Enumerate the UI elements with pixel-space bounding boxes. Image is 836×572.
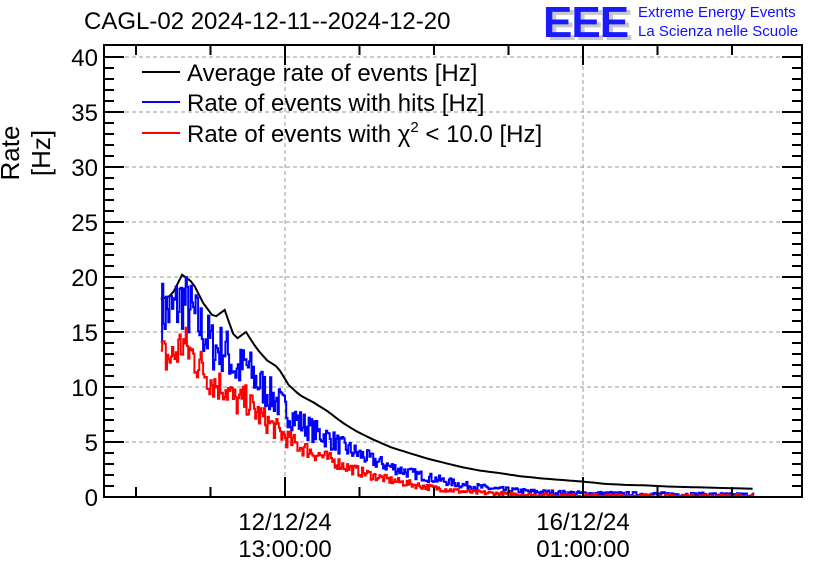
legend-label: Rate of events with χ2 < 10.0 [Hz] bbox=[187, 119, 542, 148]
eee-logo-mark: EEE bbox=[543, 0, 629, 47]
y-tick-label: 25 bbox=[71, 210, 98, 237]
series-line-hits bbox=[160, 276, 755, 498]
legend: Average rate of events [Hz] Rate of event… bbox=[142, 60, 542, 148]
grid-lines bbox=[104, 45, 802, 497]
y-tick-label: 20 bbox=[71, 265, 98, 292]
y-tick-label: 15 bbox=[71, 320, 98, 347]
plot-border bbox=[103, 44, 803, 498]
x-tick-label-time: 13:00:00 bbox=[238, 536, 331, 563]
eee-logo: EEE Extreme Energy Events La Scienza nel… bbox=[543, 0, 833, 47]
series-line-average bbox=[160, 273, 753, 490]
y-tick-label: 30 bbox=[71, 155, 98, 182]
y-tick-labels: 0 5 10 15 20 25 30 35 40 bbox=[71, 45, 98, 512]
x-tick-label-date: 12/12/24 bbox=[238, 509, 331, 536]
x-tick-label-date: 16/12/24 bbox=[536, 509, 629, 536]
y-tick-label: 5 bbox=[85, 430, 98, 457]
y-tick-label: 35 bbox=[71, 100, 98, 127]
legend-label: Rate of events with hits [Hz] bbox=[187, 90, 484, 117]
x-tick-label-time: 01:00:00 bbox=[536, 536, 629, 563]
logo-line-2: La Scienza nelle Scuole bbox=[638, 23, 799, 40]
chart-title: CAGL-02 2024-12-11--2024-12-20 bbox=[84, 8, 451, 35]
plot-frame bbox=[103, 44, 803, 498]
series-group bbox=[160, 273, 755, 498]
y-tick-label: 10 bbox=[71, 375, 98, 402]
y-tick-label: 0 bbox=[85, 485, 98, 512]
logo-line-1: Extreme Energy Events bbox=[638, 4, 796, 21]
y-tick-label: 40 bbox=[71, 45, 98, 72]
legend-label: Average rate of events [Hz] bbox=[187, 60, 477, 87]
